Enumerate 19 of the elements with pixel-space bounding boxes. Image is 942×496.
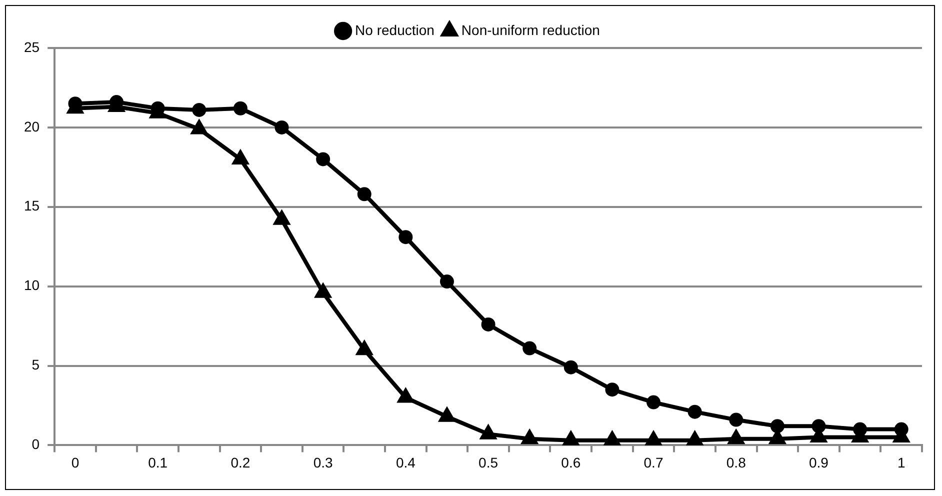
y-tick-label: 20 [24, 118, 40, 134]
x-tick-label: 0 [71, 454, 80, 470]
x-tick-label: 0.1 [148, 454, 168, 470]
x-tick-label: 0.3 [313, 454, 334, 470]
x-tick-label: 0.8 [726, 454, 746, 470]
x-tick-label: 0.6 [561, 454, 581, 470]
x-tick-label: 0.7 [644, 454, 664, 470]
y-tick-label: 10 [24, 277, 40, 294]
legend-label: Non-uniform reduction [461, 22, 600, 38]
legend-label: No reduction [355, 22, 434, 38]
y-tick-label: 5 [32, 356, 40, 373]
y-tick-label: 0 [32, 436, 40, 452]
x-tick-label: 0.9 [809, 454, 829, 470]
x-tick-label: 0.2 [230, 454, 250, 470]
x-tick-label: 0.5 [478, 454, 498, 470]
x-tick-label: 1 [897, 454, 906, 470]
y-tick-label: 15 [24, 198, 40, 214]
y-tick-label: 25 [24, 38, 40, 55]
x-tick-label: 0.4 [396, 454, 416, 470]
